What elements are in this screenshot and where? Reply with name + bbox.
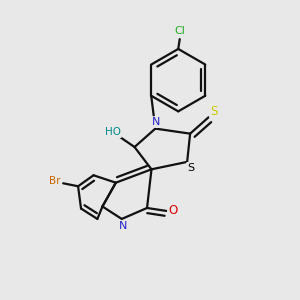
Text: Cl: Cl [174, 26, 185, 35]
Text: Br: Br [49, 176, 60, 186]
Text: N: N [152, 117, 160, 127]
Text: O: O [168, 204, 178, 218]
Text: N: N [119, 221, 128, 231]
Text: S: S [187, 163, 194, 173]
Text: S: S [210, 106, 218, 118]
Text: HO: HO [105, 127, 121, 137]
